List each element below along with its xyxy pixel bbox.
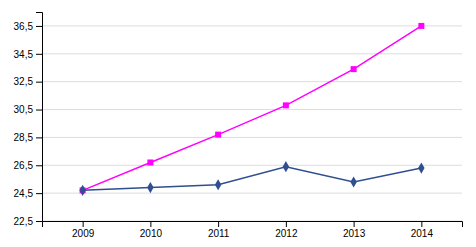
line <box>83 167 422 191</box>
marker <box>283 102 289 108</box>
tick: 28,5 <box>14 132 42 143</box>
marker <box>283 161 289 172</box>
y-axis: 22,5 24,5 26,5 28,5 30,5 32,5 34,5 36,5 <box>14 13 43 227</box>
tick: 24,5 <box>14 188 42 199</box>
tick-label: 30,5 <box>14 104 34 115</box>
tick-label: 24,5 <box>14 188 34 199</box>
tick: 2014 <box>411 221 434 239</box>
grid-line <box>42 109 462 110</box>
tick-mark <box>36 82 42 83</box>
grid-line <box>42 165 462 166</box>
tick-mark <box>36 221 42 222</box>
grid <box>42 26 462 221</box>
tick-mark <box>36 54 42 55</box>
tick-mark <box>36 110 42 111</box>
axis-line <box>36 13 43 222</box>
tick-label: 2013 <box>343 228 366 239</box>
axis-line <box>43 222 463 228</box>
x-axis: 2009 2010 2011 2012 2013 2014 <box>43 221 463 239</box>
tick-mark <box>36 193 42 194</box>
tick-mark <box>354 221 355 227</box>
grid-line <box>42 25 462 26</box>
tick: 2009 <box>72 221 95 239</box>
tick-label: 22,5 <box>14 216 34 227</box>
tick: 34,5 <box>14 49 42 60</box>
tick-mark <box>218 221 219 227</box>
tick-mark <box>286 221 287 227</box>
tick-mark <box>421 221 422 227</box>
tick-mark <box>150 221 151 227</box>
marker <box>215 179 221 190</box>
tick-label: 34,5 <box>14 49 34 60</box>
plot: 2009 2010 2011 2012 2013 2014 22,5 24,5 26,5 28,5… <box>14 13 463 240</box>
tick: 30,5 <box>14 104 42 115</box>
tick: 2011 <box>208 221 230 239</box>
tick-label: 36,5 <box>14 21 34 32</box>
tick: 22,5 <box>14 216 42 227</box>
marks <box>79 23 424 196</box>
tick-mark <box>36 26 42 27</box>
tick-label: 28,5 <box>14 132 34 143</box>
tick: 36,5 <box>14 21 42 32</box>
tick-label: 2009 <box>72 228 95 239</box>
tick-label: 32,5 <box>14 76 34 87</box>
tick-mark <box>36 165 42 166</box>
tick: 32,5 <box>14 76 42 87</box>
tick-mark <box>36 137 42 138</box>
grid-line <box>42 137 462 138</box>
tick: 2013 <box>343 221 366 239</box>
marker <box>215 132 221 138</box>
marker <box>79 185 85 196</box>
tick-label: 2010 <box>140 228 163 239</box>
grid-line <box>42 53 462 54</box>
tick: 2010 <box>140 221 163 239</box>
tick-label: 2011 <box>208 228 230 239</box>
marker <box>418 162 424 173</box>
tick: 26,5 <box>14 160 42 171</box>
marker <box>351 66 357 72</box>
grid-line <box>42 193 462 194</box>
tick-label: 26,5 <box>14 160 34 171</box>
tick-label: 2012 <box>275 228 298 239</box>
tick-mark <box>83 221 84 227</box>
tick-label: 2014 <box>411 228 434 239</box>
chart: 2009 2010 2011 2012 2013 2014 22,5 24,5 26,5 28,5… <box>0 0 476 247</box>
marker <box>147 182 153 193</box>
line <box>83 26 422 190</box>
marker <box>418 23 424 29</box>
tick: 2012 <box>275 221 298 239</box>
grid-line <box>42 81 462 82</box>
marker <box>350 176 356 187</box>
marker <box>147 159 153 165</box>
